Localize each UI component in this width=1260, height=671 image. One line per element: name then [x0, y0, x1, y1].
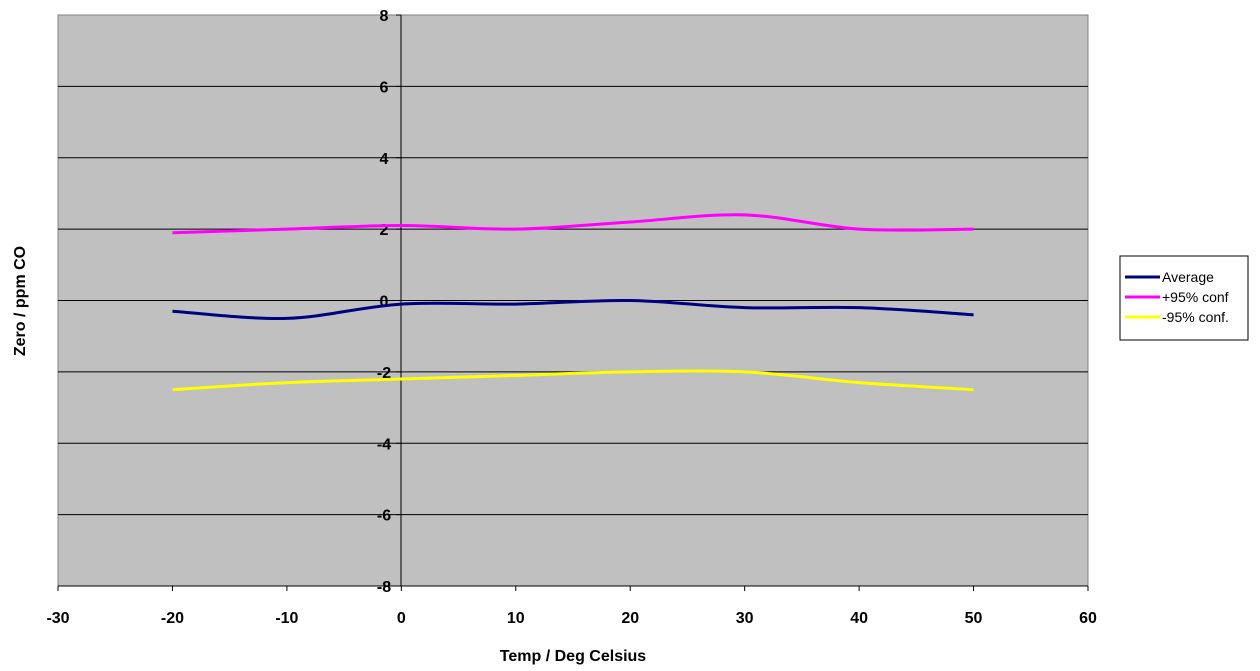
x-tick-label: -10 — [275, 610, 298, 627]
x-axis-title: Temp / Deg Celsius — [500, 648, 647, 665]
legend: Average +95% conf -95% conf. — [1119, 255, 1249, 341]
y-tick-label: 0 — [380, 294, 389, 311]
y-tick-label: 4 — [380, 151, 389, 168]
legend-label: Average — [1162, 269, 1214, 285]
y-axis-title: Zero / ppm CO — [12, 246, 29, 356]
x-tick-label: -30 — [46, 610, 69, 627]
series-line-1 — [172, 298, 974, 320]
legend-label: +95% conf — [1162, 289, 1229, 305]
x-tick-label: 60 — [1079, 610, 1097, 627]
x-tick-label: 40 — [850, 610, 868, 627]
grid-lines — [58, 85, 1088, 516]
x-tick-label: 0 — [397, 610, 406, 627]
y-tick-label: -4 — [377, 436, 391, 453]
series-line-3 — [172, 369, 974, 392]
y-tick-label: -2 — [377, 365, 391, 382]
y-tick-label: 2 — [380, 222, 389, 239]
x-tick-label: 10 — [507, 610, 525, 627]
y-tick-label: -8 — [377, 579, 391, 596]
axes — [57, 14, 1089, 591]
x-tick-label: 20 — [621, 610, 639, 627]
x-tick-label: -20 — [161, 610, 184, 627]
legend-box — [1119, 255, 1249, 341]
series-line-2 — [172, 213, 974, 235]
legend-items: Average +95% conf -95% conf. — [1125, 269, 1229, 325]
x-tick-label: 30 — [736, 610, 754, 627]
x-tick-labels: -30 -20 -10 0 10 20 30 40 50 60 — [46, 610, 1097, 627]
y-tick-label: 6 — [380, 79, 389, 96]
x-tick-label: 50 — [965, 610, 983, 627]
series-lines — [172, 213, 974, 392]
y-tick-labels: -8 -6 -4 -2 0 2 4 6 8 — [377, 8, 391, 596]
y-tick-label: -6 — [377, 508, 391, 525]
legend-label: -95% conf. — [1162, 309, 1229, 325]
y-tick-label: 8 — [380, 8, 389, 25]
